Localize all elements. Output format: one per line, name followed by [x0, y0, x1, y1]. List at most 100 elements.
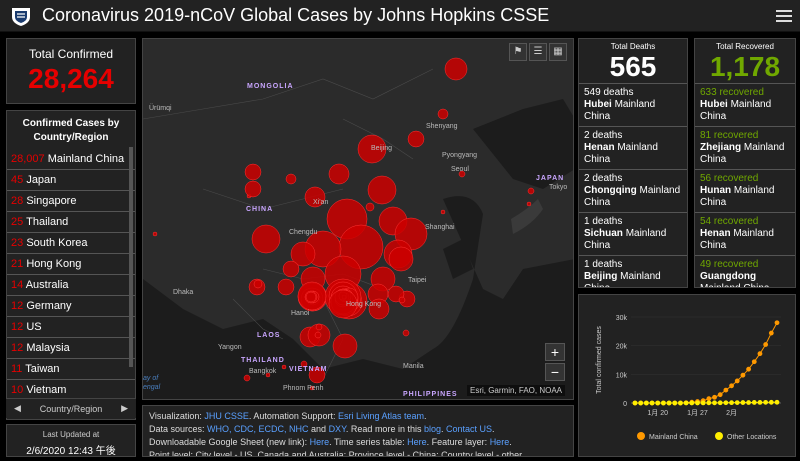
map-label-pyongyang: Pyongyang: [442, 152, 478, 159]
recovered-item[interactable]: 56 recovered Hunan Mainland China: [695, 169, 795, 212]
next-arrow-icon[interactable]: ▶: [121, 403, 128, 413]
country-row[interactable]: 12 Germany: [7, 296, 135, 317]
y-tick-label: 20k: [616, 344, 628, 351]
zoom-in-button[interactable]: +: [545, 343, 565, 361]
recovered-region: Mainland China: [700, 142, 785, 165]
country-count: 28,007: [11, 153, 45, 165]
map[interactable]: MONGOLIA CHINA JAPAN THAILAND VIETNAM LA…: [142, 38, 574, 400]
country-count: 12: [11, 342, 24, 354]
deaths-count: 2 deaths: [584, 173, 623, 184]
country-count: 25: [11, 216, 24, 228]
sheet-link[interactable]: Here: [309, 437, 330, 447]
map-label-mongolia: MONGOLIA: [247, 83, 294, 90]
data-point: [666, 400, 672, 406]
country-row[interactable]: 14 Australia: [7, 275, 135, 296]
country-list-header: Confirmed Cases by Country/Region: [22, 118, 120, 143]
recovered-item[interactable]: 81 recovered Zhejiang Mainland China: [695, 126, 795, 169]
map-label-tokyo: Tokyo: [549, 184, 568, 191]
deaths-item[interactable]: 549 deaths Hubei Mainland China: [579, 83, 687, 126]
prev-arrow-icon[interactable]: ◀: [14, 403, 21, 413]
country-row[interactable]: 45 Japan: [7, 170, 135, 191]
total-confirmed-panel: Total Confirmed 28,264: [6, 38, 136, 104]
recovered-item[interactable]: 633 recovered Hubei Mainland China: [695, 83, 795, 126]
recovered-province: Zhejiang: [700, 142, 742, 153]
country-row[interactable]: 28 Singapore: [7, 191, 135, 212]
data-point: [757, 351, 763, 357]
country-row[interactable]: 12 US: [7, 317, 135, 338]
country-name: South Korea: [26, 237, 88, 249]
map-label-taipei: Taipei: [408, 277, 427, 284]
deaths-item[interactable]: 2 deaths Chongqing Mainland China: [579, 169, 687, 212]
recovered-count: 633 recovered: [700, 87, 764, 98]
menu-icon[interactable]: [776, 7, 792, 23]
country-row[interactable]: 25 Thailand: [7, 212, 135, 233]
country-count: 10: [11, 384, 24, 396]
blog-link[interactable]: blog: [423, 424, 441, 434]
country-name: Thailand: [26, 216, 69, 228]
country-row[interactable]: 12 Malaysia: [7, 338, 135, 359]
dxy-link[interactable]: DXY: [328, 424, 346, 434]
page-title: Coronavirus 2019-nCoV Global Cases by Jo…: [42, 5, 550, 25]
country-list-panel: Confirmed Cases by Country/Region 28,007…: [6, 110, 136, 420]
total-confirmed-value: 28,264: [28, 63, 114, 94]
total-deaths-panel: Total Deaths 565 549 deaths Hubei Mainlan…: [578, 38, 688, 288]
map-canvas[interactable]: [143, 39, 574, 400]
recovered-item[interactable]: 54 recovered Henan Mainland China: [695, 212, 795, 255]
country-name: Hong Kong: [26, 258, 82, 270]
y-axis-label: Total confirmed cases: [596, 326, 603, 394]
total-recovered-label: Total Recovered: [716, 42, 774, 51]
country-row[interactable]: 21 Hong Kong: [7, 254, 135, 275]
country-name: Taiwan: [25, 363, 60, 375]
cases-chart: 0 10k 20k 30k Total confirmed cases 1月 20 1月 2…: [578, 294, 796, 457]
data-point: [763, 399, 769, 405]
country-count: 12: [11, 300, 24, 312]
legend-swatch: [637, 432, 645, 440]
data-point: [643, 400, 649, 406]
jhu-link[interactable]: JHU CSSE: [204, 411, 249, 421]
info-line-3: Downloadable Google Sheet (new link): He…: [149, 437, 512, 447]
map-toolbar: ⚑ ☰ ▦: [509, 43, 567, 61]
data-point: [774, 399, 780, 405]
map-label-thailand: THAILAND: [241, 357, 285, 364]
deaths-count: 549 deaths: [584, 87, 634, 98]
recovered-region: Mainland China: [700, 283, 770, 287]
country-nav: ◀ Country/Region ▶: [6, 398, 136, 418]
country-name: Japan: [26, 174, 57, 186]
data-point: [729, 400, 734, 406]
deaths-item[interactable]: 1 deaths Sichuan Mainland China: [579, 212, 687, 255]
country-row[interactable]: 11 Taiwan: [7, 359, 135, 380]
timeseries-link[interactable]: Here: [407, 437, 427, 447]
x-tick-label: 1月 20: [647, 409, 668, 417]
layer-list-icon[interactable]: ☰: [529, 43, 547, 61]
data-point: [729, 383, 734, 389]
data-point: [723, 400, 729, 406]
scrollbar[interactable]: [129, 147, 133, 367]
contact-link[interactable]: Contact US: [446, 424, 493, 434]
y-tick-label: 0: [623, 401, 627, 408]
map-label-philippines: PHILIPPINES: [403, 391, 458, 398]
country-name: US: [26, 321, 42, 333]
country-name: Australia: [25, 279, 69, 291]
x-tick-label: 1月 27: [687, 409, 708, 417]
bookmark-icon[interactable]: ⚑: [509, 43, 527, 61]
data-point: [768, 399, 774, 405]
qr-grid-icon[interactable]: ▦: [549, 43, 567, 61]
data-point: [695, 400, 700, 406]
esri-link[interactable]: Esri Living Atlas team: [337, 411, 424, 421]
map-label-yangon: Yangon: [218, 344, 242, 351]
feature-layer-link[interactable]: Here: [489, 437, 510, 447]
data-point: [740, 400, 746, 405]
country-row[interactable]: 28,007 Mainland China: [7, 149, 135, 170]
deaths-item[interactable]: 2 deaths Henan Mainland China: [579, 126, 687, 169]
country-row[interactable]: 23 South Korea: [7, 233, 135, 254]
data-point: [751, 359, 757, 365]
total-deaths-label: Total Deaths: [610, 42, 656, 51]
zoom-out-button[interactable]: −: [545, 363, 565, 381]
deaths-region: Mainland China: [584, 271, 661, 287]
map-label-japan: JAPAN: [536, 175, 565, 182]
deaths-region: Mainland China: [584, 99, 656, 122]
header: Coronavirus 2019-nCoV Global Cases by Jo…: [0, 0, 800, 32]
sources-link[interactable]: WHO, CDC, ECDC, NHC: [207, 424, 309, 434]
